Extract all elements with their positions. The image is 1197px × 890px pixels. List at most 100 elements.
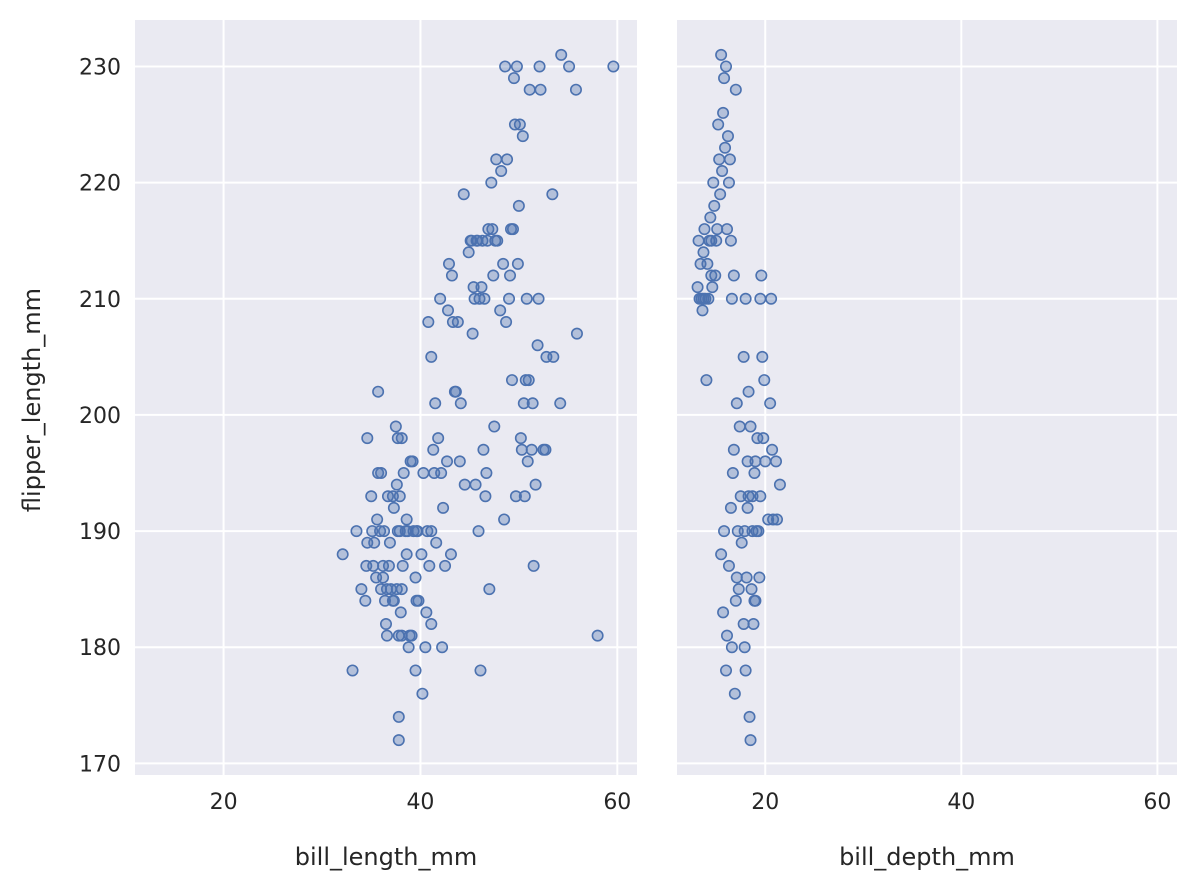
bill-length-data-point xyxy=(501,153,514,166)
bill-length-data-point xyxy=(444,548,457,561)
bill-length-data-point xyxy=(505,374,518,387)
bill-depth-data-point xyxy=(744,734,757,747)
bill-depth-data-point xyxy=(770,513,783,526)
bill-depth-data-point xyxy=(717,606,730,619)
bill-length-data-point xyxy=(523,83,536,96)
y-tick-label: 180 xyxy=(79,636,121,661)
bill-length-data-point xyxy=(479,490,492,503)
bill-depth-data-point xyxy=(729,83,742,96)
bill-depth-data-point xyxy=(717,106,730,119)
bill-depth-plot-area xyxy=(677,20,1177,775)
bill-length-data-point xyxy=(487,269,500,282)
bill-length-data-point xyxy=(498,513,511,526)
bill-depth-data-point xyxy=(766,443,779,456)
bill-length-data-point xyxy=(531,339,544,352)
bill-length-data-point xyxy=(409,664,422,677)
bill-length-data-point xyxy=(454,397,467,410)
bill-depth-data-point xyxy=(765,292,778,305)
bill-depth-data-point xyxy=(721,130,734,143)
bill-length-data-point xyxy=(423,559,436,572)
bill-length-data-point xyxy=(389,420,402,433)
bill-depth-data-point xyxy=(735,536,748,549)
bill-length-data-point xyxy=(442,257,455,270)
bill-length-data-point xyxy=(382,559,395,572)
bill-length-data-point xyxy=(518,490,531,503)
bill-depth-data-point xyxy=(692,234,705,247)
bill-length-data-point xyxy=(525,443,538,456)
bill-length-data-point xyxy=(420,606,433,619)
bill-length-data-point xyxy=(439,559,452,572)
bill-depth-data-point xyxy=(702,292,715,305)
bill-length-data-point xyxy=(415,548,428,561)
bill-length-data-point xyxy=(570,327,583,340)
bill-length-data-point xyxy=(442,304,455,317)
bill-length-data-point xyxy=(445,269,458,282)
bill-depth-data-point xyxy=(773,478,786,491)
bill-length-data-point xyxy=(532,292,545,305)
bill-depth-data-point xyxy=(691,281,704,294)
bill-depth-data-point xyxy=(758,374,771,387)
bill-length-data-point xyxy=(483,583,496,596)
bill-length-data-point xyxy=(355,583,368,596)
bill-length-data-point xyxy=(539,443,552,456)
bill-depth-data-point xyxy=(752,525,765,538)
bill-length-data-point xyxy=(521,455,534,468)
bill-depth-data-point xyxy=(700,374,713,387)
bill-depth-data-point xyxy=(756,350,769,363)
y-tick-label: 190 xyxy=(79,520,121,545)
bill-length-data-point xyxy=(371,513,384,526)
x-axis-label-bill-depth: bill_depth_mm xyxy=(839,843,1015,871)
bill-length-data-point xyxy=(378,525,391,538)
bill-length-data-point xyxy=(412,594,425,607)
bill-depth-data-point xyxy=(698,223,711,236)
bill-depth-data-point xyxy=(754,292,767,305)
bill-depth-data-point xyxy=(742,385,755,398)
bill-length-data-point xyxy=(392,734,405,747)
bill-depth-data-point xyxy=(719,141,732,154)
bill-length-data-point xyxy=(427,443,440,456)
bill-length-data-point xyxy=(510,60,523,73)
bill-length-data-point xyxy=(417,466,430,479)
bill-length-data-point xyxy=(405,629,418,642)
bill-length-data-point xyxy=(434,292,447,305)
bill-length-data-point xyxy=(607,60,620,73)
bill-length-data-point xyxy=(350,525,363,538)
bill-length-data-point xyxy=(441,455,454,468)
bill-depth-data-point xyxy=(720,60,733,73)
bill-length-data-point xyxy=(416,687,429,700)
bill-depth-data-point xyxy=(770,455,783,468)
bill-length-x-tick-label: 60 xyxy=(603,790,631,815)
bill-length-data-point xyxy=(372,385,385,398)
bill-depth-data-point xyxy=(739,292,752,305)
bill-depth-data-point xyxy=(715,548,728,561)
bill-depth-data-point xyxy=(730,571,743,584)
bill-length-data-point xyxy=(486,223,499,236)
bill-length-data-point xyxy=(494,304,507,317)
bill-depth-data-point xyxy=(757,432,770,445)
bill-depth-data-point xyxy=(755,269,768,282)
bill-length-data-point xyxy=(529,478,542,491)
bill-depth-data-point xyxy=(718,72,731,85)
bill-length-data-point xyxy=(526,397,539,410)
bill-length-data-point xyxy=(480,466,493,479)
bill-length-data-point xyxy=(380,629,393,642)
bill-length-plot-area xyxy=(135,20,637,775)
bill-depth-panel: 20 40 60 xyxy=(677,20,1177,815)
bill-depth-data-point xyxy=(748,466,761,479)
bill-length-data-point xyxy=(425,617,438,630)
bill-length-data-point xyxy=(387,594,400,607)
bill-length-data-point xyxy=(466,327,479,340)
bill-length-data-point xyxy=(400,513,413,526)
bill-depth-data-point xyxy=(728,687,741,700)
bill-length-data-point xyxy=(516,130,529,143)
bill-length-data-point xyxy=(497,257,510,270)
x-axis-label-bill-length: bill_length_mm xyxy=(295,843,478,871)
bill-depth-data-point xyxy=(737,617,750,630)
bill-depth-data-point xyxy=(742,490,755,503)
bill-depth-data-point xyxy=(733,420,746,433)
bill-length-data-point xyxy=(409,571,422,584)
bill-depth-data-point xyxy=(715,48,728,61)
bill-length-data-point xyxy=(504,269,517,282)
bill-length-data-point xyxy=(397,466,410,479)
bill-length-data-point xyxy=(394,606,407,619)
